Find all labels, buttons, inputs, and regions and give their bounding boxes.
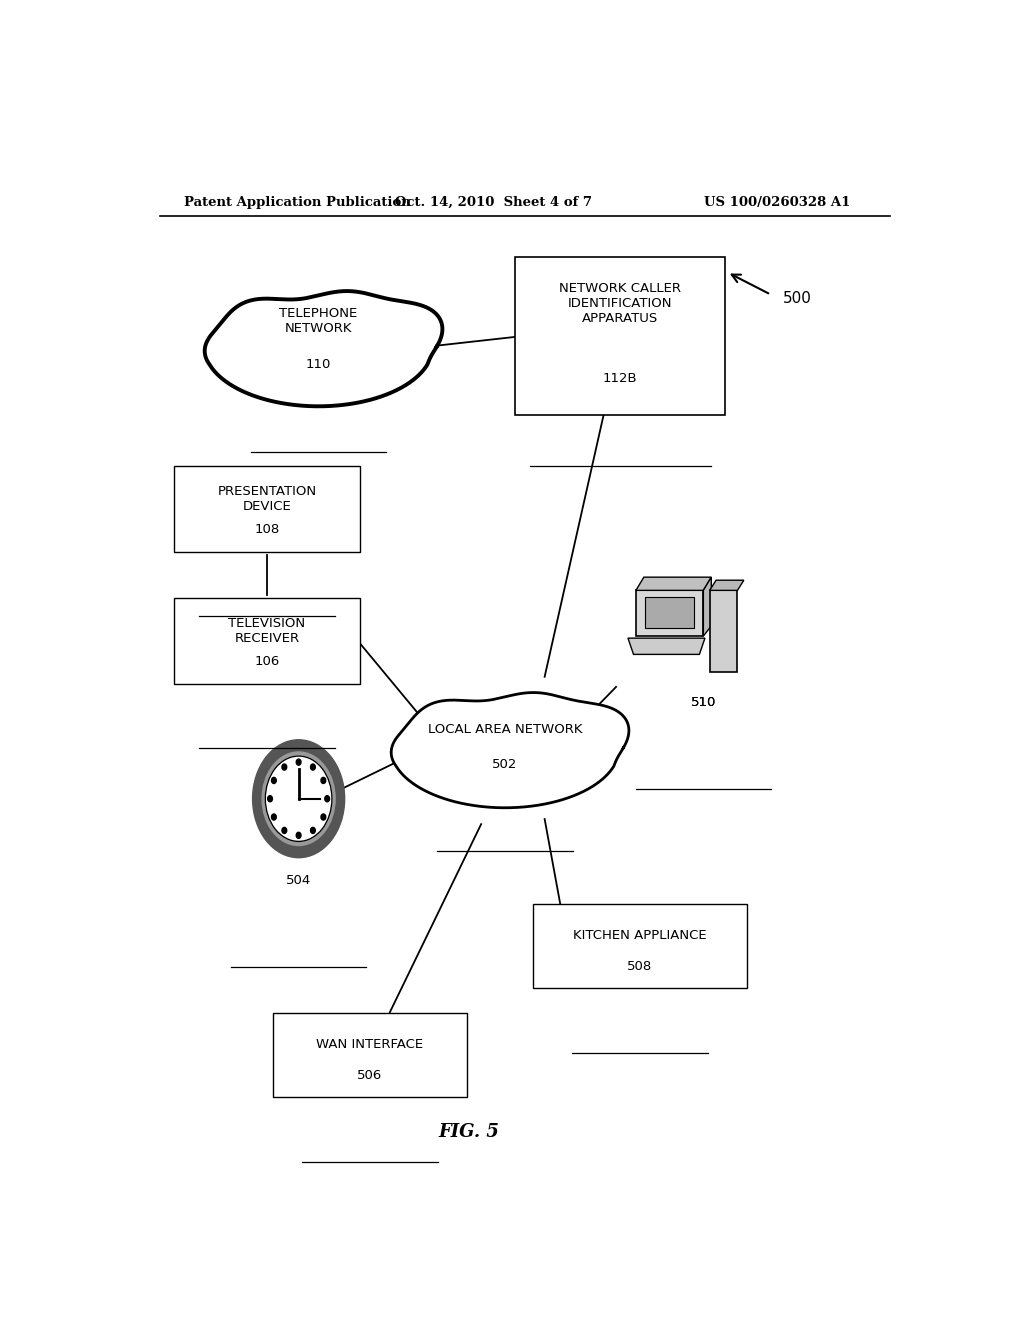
Text: 504: 504	[286, 874, 311, 887]
Polygon shape	[645, 598, 694, 628]
Text: 108: 108	[254, 523, 280, 536]
Text: 112B: 112B	[603, 372, 637, 385]
FancyBboxPatch shape	[174, 466, 360, 552]
Circle shape	[262, 752, 335, 846]
Polygon shape	[636, 590, 703, 636]
Text: Oct. 14, 2010  Sheet 4 of 7: Oct. 14, 2010 Sheet 4 of 7	[394, 195, 592, 209]
Text: KITCHEN APPLIANCE: KITCHEN APPLIANCE	[573, 929, 707, 942]
Text: TELEVISION
RECEIVER: TELEVISION RECEIVER	[228, 616, 305, 645]
Polygon shape	[710, 581, 743, 590]
Circle shape	[265, 756, 332, 841]
Circle shape	[282, 764, 287, 770]
Circle shape	[271, 814, 276, 820]
Circle shape	[325, 796, 330, 801]
Text: TELEPHONE
NETWORK: TELEPHONE NETWORK	[280, 308, 357, 335]
Polygon shape	[628, 638, 705, 655]
Circle shape	[310, 828, 315, 833]
Text: 502: 502	[493, 758, 518, 771]
FancyBboxPatch shape	[515, 257, 725, 414]
Circle shape	[271, 777, 276, 784]
Text: LOCAL AREA NETWORK: LOCAL AREA NETWORK	[428, 723, 583, 737]
Polygon shape	[710, 590, 737, 672]
FancyBboxPatch shape	[532, 904, 748, 989]
Text: US 100/0260328 A1: US 100/0260328 A1	[703, 195, 850, 209]
Circle shape	[321, 814, 326, 820]
Polygon shape	[205, 292, 442, 407]
Text: FIG. 5: FIG. 5	[439, 1123, 500, 1140]
Circle shape	[310, 764, 315, 770]
Text: 110: 110	[306, 358, 331, 371]
Text: Patent Application Publication: Patent Application Publication	[183, 195, 411, 209]
Circle shape	[253, 739, 345, 858]
Text: 106: 106	[254, 655, 280, 668]
Text: 508: 508	[628, 960, 652, 973]
Text: NETWORK CALLER
IDENTIFICATION
APPARATUS: NETWORK CALLER IDENTIFICATION APPARATUS	[559, 282, 681, 325]
Text: 500: 500	[782, 292, 812, 306]
Text: PRESENTATION
DEVICE: PRESENTATION DEVICE	[217, 484, 316, 513]
Text: 510: 510	[690, 696, 716, 709]
Circle shape	[296, 833, 301, 838]
FancyBboxPatch shape	[174, 598, 360, 684]
Text: 506: 506	[357, 1069, 383, 1081]
Polygon shape	[391, 693, 629, 808]
Text: WAN INTERFACE: WAN INTERFACE	[316, 1039, 424, 1051]
Circle shape	[321, 777, 326, 784]
Text: 510: 510	[690, 696, 716, 709]
Circle shape	[296, 759, 301, 766]
Polygon shape	[703, 577, 712, 636]
FancyBboxPatch shape	[272, 1012, 467, 1097]
Circle shape	[282, 828, 287, 833]
Polygon shape	[636, 577, 712, 590]
Circle shape	[267, 796, 272, 801]
